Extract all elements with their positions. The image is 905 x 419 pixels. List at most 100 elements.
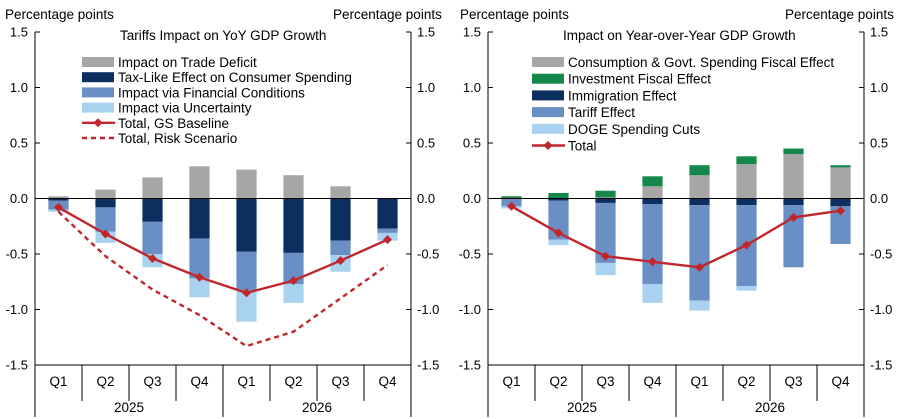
y-axis-title-left: Percentage points <box>5 7 114 22</box>
legend-label: Immigration Effect <box>568 88 677 103</box>
bar-consumption-govt-spending-fiscal-effect-8 <box>830 167 851 199</box>
bar-tax-like-effect-on-consumer-spending-3 <box>142 198 163 222</box>
legend-item: Consumption & Govt. Spending Fiscal Effe… <box>532 55 834 70</box>
x-year-label: 2026 <box>755 400 785 415</box>
y-axis-title-left: Percentage points <box>460 7 569 22</box>
x-tick-label: Q4 <box>190 374 209 389</box>
legend-label: Investment Fiscal Effect <box>568 72 711 87</box>
line-total-risk-scenario <box>57 210 389 348</box>
y-tick-label-right: -1.5 <box>870 358 892 373</box>
line-total-gs-baseline <box>57 206 388 295</box>
line-marker-8 <box>836 206 845 216</box>
y-tick-label-left: 1.0 <box>463 80 481 95</box>
legend-item: Investment Fiscal Effect <box>532 72 711 87</box>
bar-impact-on-trade-deficit-2 <box>95 189 116 199</box>
legend-item: Impact via Financial Conditions <box>82 85 305 100</box>
line-marker-6 <box>289 276 298 286</box>
y-tick-label-left: 0.0 <box>463 191 481 206</box>
y-tick-label-left: 1.0 <box>10 80 28 95</box>
bar-impact-via-uncertainty-5 <box>236 290 257 322</box>
y-tick-label-left: -1.5 <box>6 358 28 373</box>
bar-immigration-effect-6 <box>736 198 757 206</box>
x-tick-label: Q3 <box>331 374 349 389</box>
bar-investment-fiscal-effect-3 <box>595 190 616 198</box>
x-tick-label: Q2 <box>549 374 567 389</box>
y-axis-title-right: Percentage points <box>785 7 894 22</box>
x-tick-label: Q1 <box>502 374 520 389</box>
legend-swatch <box>532 90 564 101</box>
bar-impact-on-trade-deficit-6 <box>283 175 304 199</box>
line-total <box>510 205 841 269</box>
line-marker-1 <box>54 202 63 212</box>
bar-impact-via-uncertainty-4 <box>189 278 210 298</box>
bar-investment-fiscal-effect-5 <box>689 165 710 176</box>
y-tick-label-right: -1.0 <box>870 302 892 317</box>
legend-label: Tariff Effect <box>568 105 635 120</box>
legend-item: Impact on Trade Deficit <box>82 55 257 70</box>
x-tick-label: Q3 <box>143 374 161 389</box>
bar-tariff-effect-5 <box>689 205 710 301</box>
bar-immigration-effect-4 <box>642 198 663 205</box>
bar-tax-like-effect-on-consumer-spending-5 <box>236 198 257 252</box>
line-marker-4 <box>648 257 657 267</box>
bar-tax-like-effect-on-consumer-spending-7 <box>330 198 351 241</box>
bar-doge-spending-cuts-5 <box>689 300 710 311</box>
bar-consumption-govt-spending-fiscal-effect-3 <box>595 197 616 199</box>
bar-tariff-effect-3 <box>595 202 616 263</box>
chart-title: Tariffs Impact on YoY GDP Growth <box>120 28 326 43</box>
line-marker-8 <box>383 235 392 245</box>
legend-label: Impact via Financial Conditions <box>118 85 305 100</box>
y-tick-label-right: 0.0 <box>417 191 435 206</box>
x-tick-label: Q4 <box>643 374 662 389</box>
line-marker-3 <box>601 251 610 261</box>
bar-consumption-govt-spending-fiscal-effect-6 <box>736 164 757 199</box>
bar-immigration-effect-8 <box>830 198 851 207</box>
bar-consumption-govt-spending-fiscal-effect-5 <box>689 175 710 199</box>
legend-swatch <box>82 87 114 98</box>
x-year-label: 2026 <box>302 400 332 415</box>
y-tick-label-left: 1.5 <box>10 25 28 40</box>
bar-immigration-effect-2 <box>548 198 569 201</box>
y-tick-label-left: 0.5 <box>10 136 28 151</box>
x-tick-label: Q2 <box>284 374 302 389</box>
legend-marker <box>93 118 103 128</box>
legend-label: Impact via Uncertainty <box>118 101 252 116</box>
legend-item: Total <box>532 139 597 154</box>
x-year-label: 2025 <box>114 400 144 415</box>
bar-investment-fiscal-effect-4 <box>642 176 663 187</box>
y-tick-label-left: -1.0 <box>459 302 481 317</box>
line-marker-2 <box>101 229 110 239</box>
legend-label: Total <box>568 139 597 154</box>
bar-doge-spending-cuts-2 <box>548 239 569 246</box>
bar-doge-spending-cuts-4 <box>642 283 663 303</box>
legend-item: Immigration Effect <box>532 88 677 103</box>
bar-tariff-effect-4 <box>642 204 663 284</box>
legend-label: Total, Risk Scenario <box>118 131 237 146</box>
x-tick-label: Q3 <box>596 374 614 389</box>
line-marker-5 <box>695 262 704 272</box>
chart-1: Percentage points Percentage points 1.5 1.5… <box>5 7 442 417</box>
x-tick-label: Q1 <box>49 374 67 389</box>
legend-item: DOGE Spending Cuts <box>532 122 700 137</box>
legend-swatch <box>532 57 564 67</box>
y-axis-title-right: Percentage points <box>333 7 442 22</box>
y-tick-label-right: 1.5 <box>870 25 888 40</box>
bar-tax-like-effect-on-consumer-spending-2 <box>95 198 116 208</box>
legend-swatch <box>532 123 564 134</box>
x-tick-label: Q2 <box>737 374 755 389</box>
bar-immigration-effect-3 <box>595 198 616 203</box>
bar-tax-like-effect-on-consumer-spending-1 <box>48 198 69 201</box>
bar-immigration-effect-7 <box>783 198 804 206</box>
bar-investment-fiscal-effect-1 <box>501 196 522 199</box>
legend-label: DOGE Spending Cuts <box>568 122 700 137</box>
chart-title: Impact on Year-over-Year GDP Growth <box>563 28 796 43</box>
legend-swatch <box>82 72 114 83</box>
bar-impact-on-trade-deficit-7 <box>330 186 351 199</box>
line-marker-1 <box>507 201 516 211</box>
x-tick-label: Q1 <box>690 374 708 389</box>
y-tick-label-right: 1.0 <box>417 80 435 95</box>
y-tick-label-left: 0.5 <box>463 136 481 151</box>
legend-label: Tax-Like Effect on Consumer Spending <box>118 70 352 85</box>
legend-swatch <box>82 57 114 67</box>
